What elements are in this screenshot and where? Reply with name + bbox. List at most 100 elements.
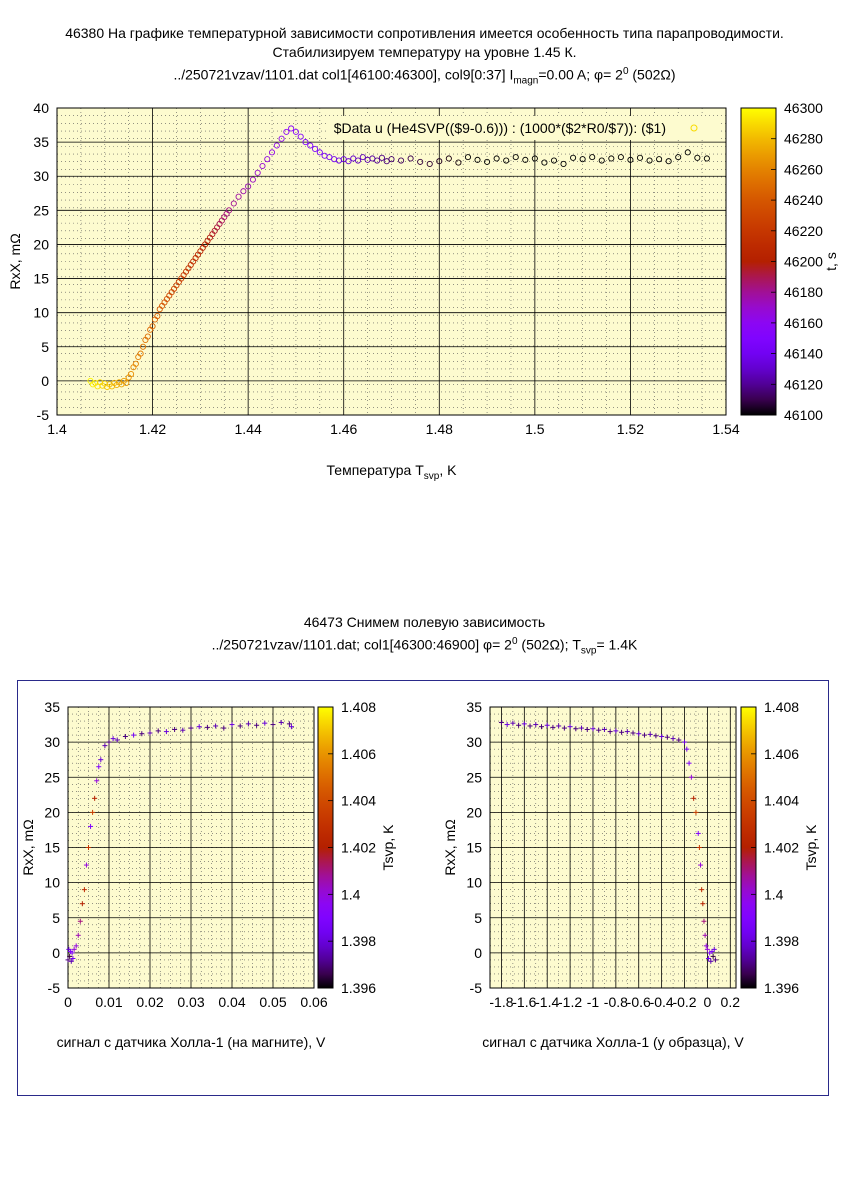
data-point [278, 719, 284, 725]
data-point [154, 313, 161, 320]
y-tick-label: 30 [33, 168, 49, 184]
top-title-line1: 46380 На графике температурной зависимос… [65, 25, 784, 41]
data-point [196, 724, 202, 730]
legend-box [326, 116, 721, 140]
data-point [307, 142, 314, 149]
x-tick-label: 0.02 [136, 994, 163, 1010]
data-point [147, 730, 153, 736]
x-tick-label: 1.48 [426, 421, 453, 437]
data-point [96, 764, 102, 770]
x-tick-label: -1 [587, 994, 600, 1010]
top-title-line2: Стабилизируем температуру на уровне 1.45… [272, 44, 577, 60]
data-point [288, 125, 295, 132]
data-point [706, 955, 712, 961]
top-title-line3-text: ../250721vzav/1101.dat col1[46100:46300]… [173, 66, 514, 83]
x-tick-label: 1.54 [712, 421, 739, 437]
y-tick-label: 5 [474, 910, 482, 926]
x-tick-label: -1.8 [489, 994, 513, 1010]
y-tick-label: 25 [44, 769, 60, 785]
data-point [273, 142, 280, 149]
x-tick-label: 1.5 [525, 421, 545, 437]
data-point [701, 918, 707, 924]
data-point [647, 731, 653, 737]
data-point [560, 160, 567, 167]
data-point [69, 950, 75, 956]
data-point [144, 333, 151, 340]
data-point [682, 739, 688, 745]
data-point [665, 158, 672, 165]
plot-border [67, 706, 315, 989]
data-point [102, 743, 108, 749]
data-point [700, 901, 706, 907]
colorbar-label: t, s [823, 252, 839, 271]
data-point [88, 823, 94, 829]
data-point [703, 155, 710, 162]
plot-background [57, 108, 726, 415]
top-title-line3-sub: magn [513, 75, 539, 87]
data-point [139, 343, 147, 350]
data-point [204, 724, 210, 730]
colorbar-tick-label: 1.398 [341, 933, 376, 949]
x-tick-label: -1.4 [535, 994, 559, 1010]
colorbar-tick-label: 1.408 [341, 699, 376, 715]
x-tick-label: -0.6 [627, 994, 651, 1010]
y-tick-label: 10 [33, 305, 49, 321]
bottom-title-line2-sup: 0 [511, 636, 518, 647]
data-point [94, 778, 100, 784]
data-point [378, 154, 385, 161]
y-tick-label: 0 [52, 945, 60, 961]
top-title-line3: ../250721vzav/1101.dat col1[46100:46300]… [0, 62, 849, 90]
data-point [225, 207, 233, 214]
y-tick-label: 30 [44, 734, 60, 750]
y-tick-label: 35 [44, 699, 60, 715]
data-point [86, 845, 91, 850]
y-tick-label: 20 [33, 236, 49, 252]
data-point [316, 149, 323, 156]
x-tick-label: -0.8 [604, 994, 628, 1010]
colorbar-tick-label: 46140 [784, 346, 823, 362]
data-point [264, 156, 271, 163]
y-tick-label: -5 [37, 407, 50, 423]
data-point [646, 157, 653, 164]
data-point [73, 943, 79, 949]
x-tick-label: 1.46 [330, 421, 357, 437]
data-point [624, 729, 630, 735]
field-dependence-frame [17, 680, 829, 1096]
data-point [699, 887, 705, 893]
data-point [455, 159, 462, 166]
plot-area [67, 706, 315, 989]
data-point [684, 149, 691, 156]
data-point [567, 724, 573, 730]
chart-temperature-dependence: 1.4 1.42 1.44 1.46 1.48 1.5 1.52 1.54 -5 0 5 10 15 20… [7, 100, 839, 482]
colorbar [740, 107, 777, 416]
data-point [90, 809, 96, 815]
data-point [128, 371, 135, 378]
data-point [630, 730, 636, 736]
data-point [608, 155, 615, 162]
data-point [417, 158, 424, 165]
data-point [703, 943, 709, 949]
x-axis-label-unit: , K [439, 462, 457, 478]
data-point [71, 946, 77, 952]
data-point [570, 154, 577, 161]
data-point [601, 726, 607, 732]
data-point [694, 154, 701, 161]
data-point [698, 862, 704, 868]
plot-border [56, 107, 727, 416]
bottom-chart-title: 46473 Снимем полевую зависимость ../2507… [0, 613, 849, 660]
data-point [149, 323, 156, 330]
bottom-title-line2-text: ../250721vzav/1101.dat; col1[46300:46900… [211, 636, 512, 653]
data-point [550, 724, 556, 730]
colorbar-label: Tsvp, K [803, 824, 819, 871]
colorbar-tick-label: 1.404 [341, 793, 376, 809]
data-point [695, 830, 701, 836]
data-point [123, 379, 130, 386]
data-point [613, 728, 619, 734]
data-point [106, 739, 112, 745]
y-axis-label: RxX, mΩ [442, 819, 458, 875]
data-point [132, 360, 139, 367]
colorbar-tick-label: 1.404 [764, 793, 799, 809]
top-chart-title: 46380 На графике температурной зависимос… [0, 24, 849, 90]
